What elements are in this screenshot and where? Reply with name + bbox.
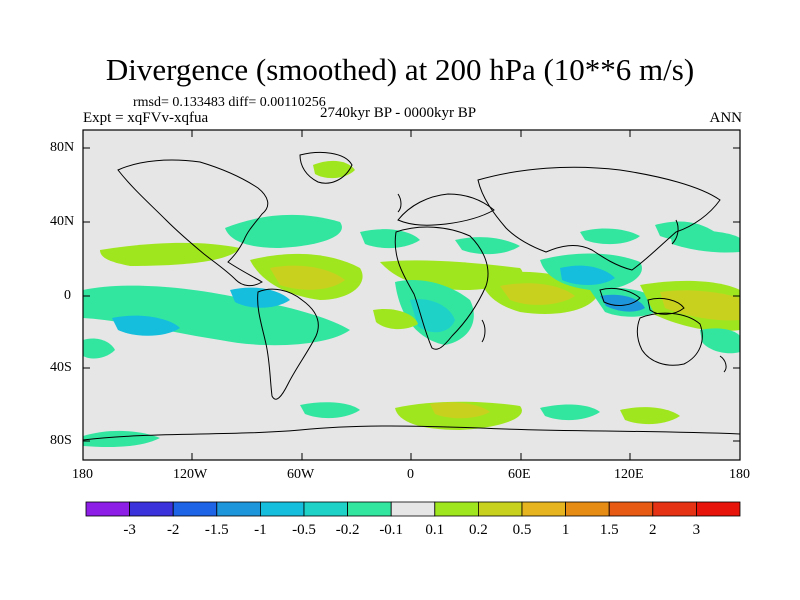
lon-label-60E: 60E	[508, 467, 531, 482]
colorbar-label: -1.5	[205, 522, 229, 538]
colorbar-swatch	[172, 501, 218, 517]
colorbar-swatch	[259, 501, 305, 517]
colorbar-label: -0.2	[336, 522, 360, 538]
colorbar-swatch	[608, 501, 654, 517]
lon-label-0: 0	[407, 467, 414, 482]
lat-label-40N: 40N	[50, 214, 75, 229]
stats-text: rmsd= 0.133483 diff= 0.00110256	[133, 95, 326, 110]
lon-label-120W: 120W	[173, 467, 208, 482]
coastlines	[83, 152, 740, 441]
colorbar-label: -0.1	[379, 522, 403, 538]
map-title: Divergence (smoothed) at 200 hPa (10**6 …	[105, 52, 695, 87]
colorbar-swatch	[216, 501, 261, 517]
lon-label-60W: 60W	[287, 467, 315, 482]
colorbar-swatch	[434, 501, 479, 517]
colorbar-swatch	[652, 501, 697, 517]
colorbar-swatch	[347, 501, 392, 517]
colorbar-swatch	[85, 501, 130, 517]
colorbar-label: 1.5	[600, 522, 619, 538]
colorbar-swatch	[129, 501, 174, 517]
colorbar-swatch	[696, 501, 741, 517]
season-label: ANN	[709, 110, 743, 126]
colorbar-label: -3	[123, 522, 136, 538]
colorbar-swatch	[477, 501, 523, 517]
experiment-label: Expt = xqFVv-xqfua	[83, 110, 209, 126]
colorbar-swatch	[521, 501, 566, 517]
axis-ticks	[83, 130, 740, 460]
colorbar-label: 2	[649, 522, 657, 538]
lat-label-40S: 40S	[50, 360, 72, 375]
lon-label-120E: 120E	[614, 467, 644, 482]
lon-label-180W: 180	[72, 467, 93, 482]
lat-label-80N: 80N	[50, 140, 75, 155]
colorbar: -3 -2 -1.5 -1 -0.5 -0.2 -0.1 0.1 0.2 0.5 1 1.5 2 3	[85, 501, 741, 538]
colorbar-label: 0.5	[513, 522, 532, 538]
divergence-field	[83, 160, 740, 448]
colorbar-label: 1	[562, 522, 570, 538]
colorbar-label: -0.5	[292, 522, 316, 538]
colorbar-label: 0.2	[469, 522, 488, 538]
colorbar-swatch	[565, 501, 610, 517]
lat-label-80S: 80S	[50, 433, 72, 448]
colorbar-swatch	[390, 501, 436, 517]
lat-label-0: 0	[64, 288, 71, 303]
colorbar-swatch	[303, 501, 348, 517]
colorbar-label: -2	[167, 522, 180, 538]
colorbar-label: -1	[254, 522, 267, 538]
period-label: 2740kyr BP - 0000kyr BP	[320, 105, 477, 121]
colorbar-label: 3	[693, 522, 701, 538]
lon-label-180E: 180	[729, 467, 750, 482]
colorbar-label: 0.1	[425, 522, 444, 538]
